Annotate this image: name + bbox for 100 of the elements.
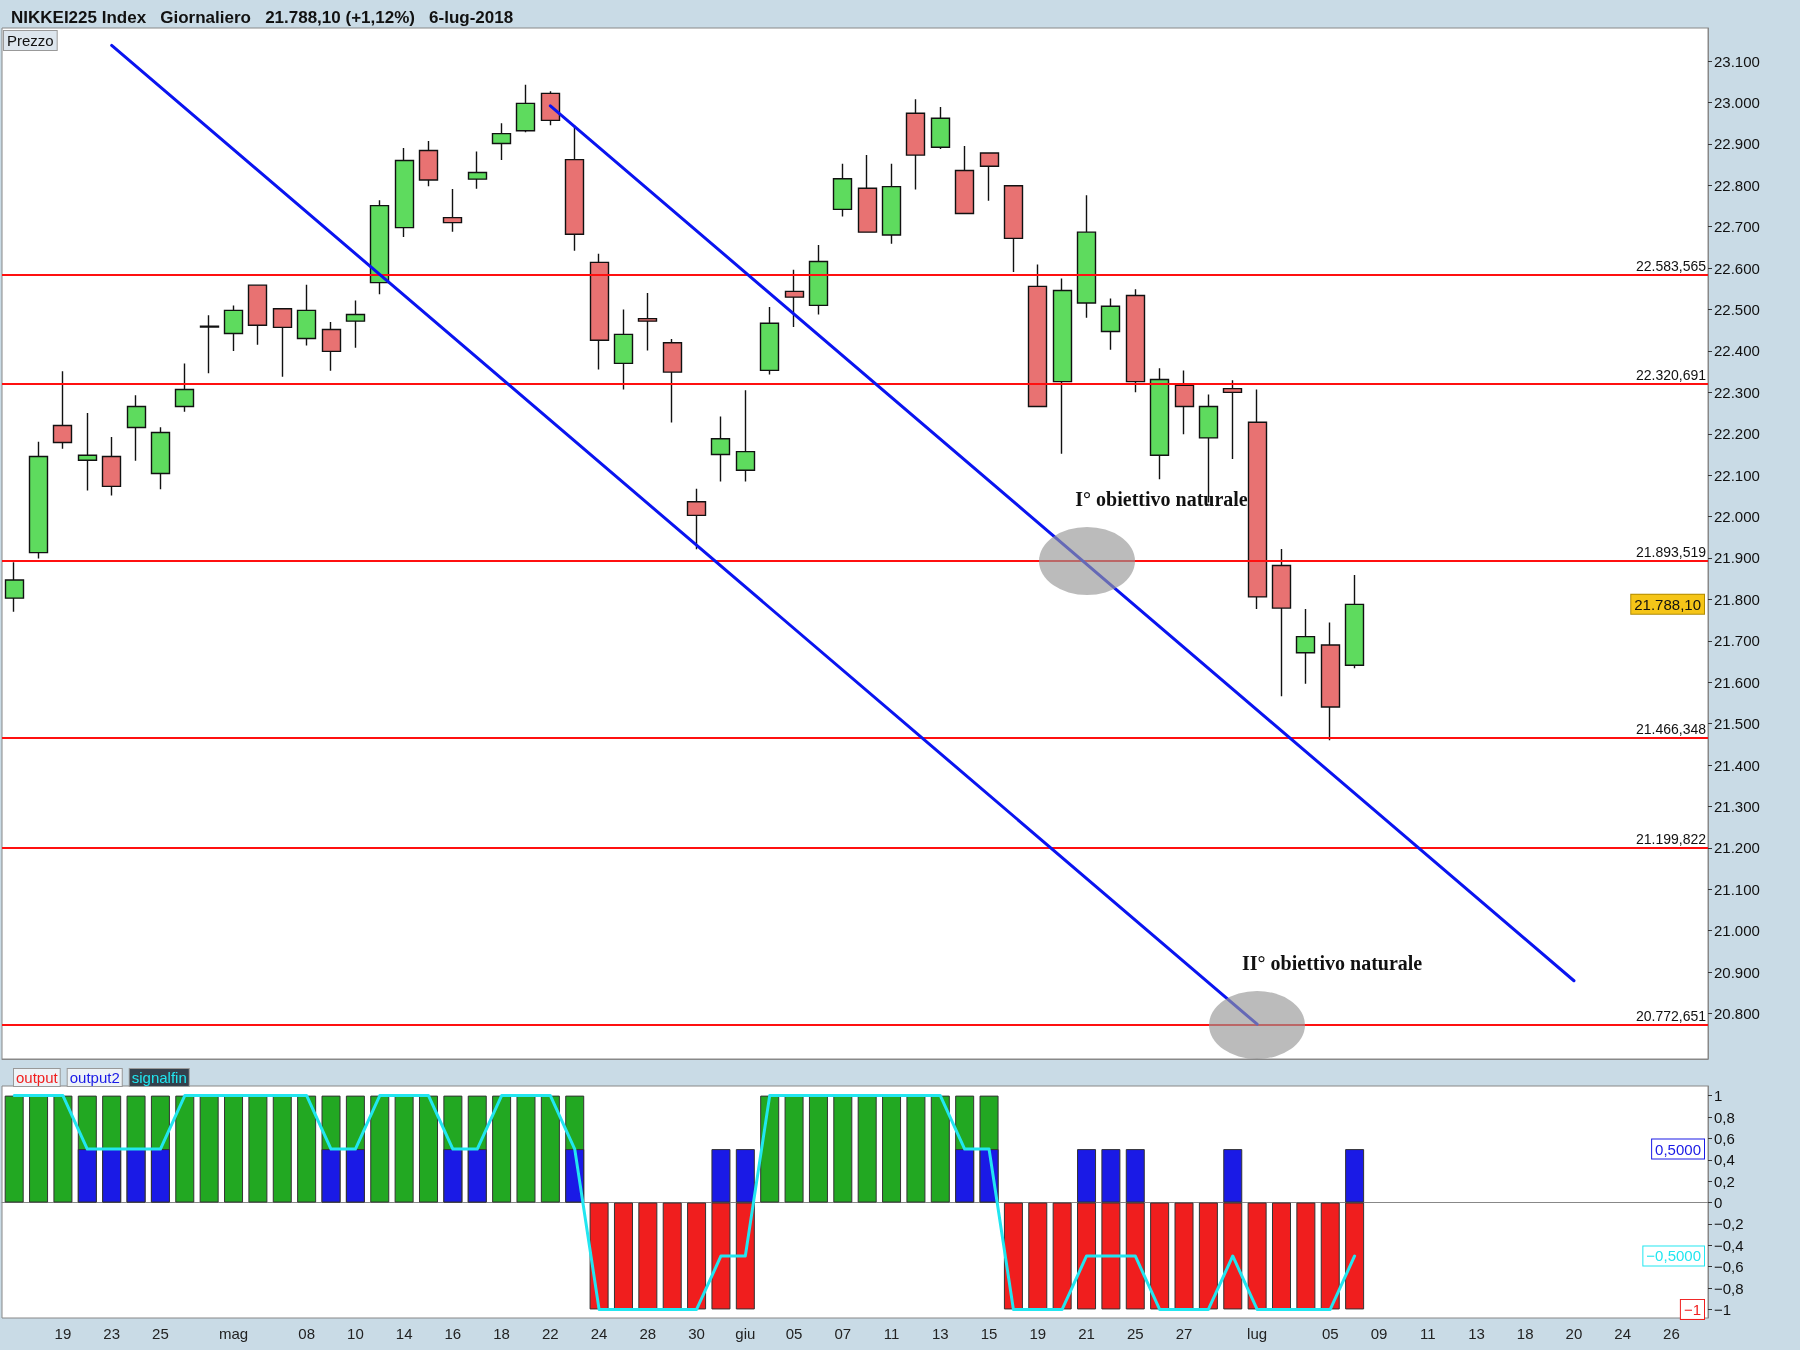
bar xyxy=(53,1095,73,1203)
candlestick xyxy=(1222,379,1243,460)
candlestick xyxy=(150,426,171,490)
x-tick-label: 21 xyxy=(1078,1325,1095,1342)
x-tick-label: 11 xyxy=(1419,1325,1436,1342)
bar xyxy=(613,1202,633,1310)
bar xyxy=(199,1095,219,1203)
x-tick-label: 25 xyxy=(1126,1325,1144,1342)
x-tick-label: 07 xyxy=(834,1325,852,1342)
y-tick-label: 22.900 xyxy=(1714,135,1760,153)
candlestick xyxy=(857,154,878,233)
candlestick xyxy=(272,308,293,378)
x-tick-label: 18 xyxy=(1516,1325,1534,1342)
ref-line-label: 21.466,348 xyxy=(1635,720,1707,737)
y-tick-label: 22.000 xyxy=(1714,508,1760,526)
y-tick-label: −1 xyxy=(1714,1300,1732,1318)
bar xyxy=(272,1095,292,1203)
x-tick-label: 25 xyxy=(152,1325,169,1342)
y-tick-label: −0,6 xyxy=(1714,1258,1744,1276)
bar xyxy=(540,1095,560,1203)
y-tick-label: 21.400 xyxy=(1714,756,1760,774)
y-tick-label: 20.800 xyxy=(1714,1004,1760,1022)
y-tick-label: 22.500 xyxy=(1714,301,1760,319)
bar xyxy=(297,1095,317,1203)
bar xyxy=(394,1095,414,1203)
candlestick xyxy=(321,321,342,372)
y-tick-label: 22.700 xyxy=(1714,218,1760,236)
candlestick xyxy=(345,299,366,349)
y-tick-label: 0,8 xyxy=(1714,1108,1735,1126)
x-tick-label: 16 xyxy=(444,1325,462,1342)
y-tick-label: 21.800 xyxy=(1714,590,1760,608)
x-tick-label: 05 xyxy=(785,1325,803,1342)
x-tick-label: giu xyxy=(735,1325,756,1342)
y-tick-label: 0,6 xyxy=(1714,1129,1735,1147)
candlestick xyxy=(1295,608,1316,685)
y-tick-label: 21.300 xyxy=(1714,797,1760,815)
y-tick-label: 22.100 xyxy=(1714,466,1760,484)
bar xyxy=(1272,1202,1291,1310)
candlestick xyxy=(930,106,951,150)
annotation: I° obiettivo naturale xyxy=(1075,487,1248,510)
bar xyxy=(1320,1202,1340,1310)
series-label: output xyxy=(16,1069,59,1086)
annotation: 21.788,10 xyxy=(1634,595,1701,613)
candlestick xyxy=(686,488,707,550)
candlestick xyxy=(4,561,25,613)
x-tick-label: 23 xyxy=(103,1325,121,1342)
x-tick-label: 05 xyxy=(1321,1325,1339,1342)
y-tick-label: 0,2 xyxy=(1714,1172,1735,1190)
candlestick xyxy=(442,188,463,233)
annotation: Prezzo xyxy=(7,32,54,49)
y-tick-label: 21.700 xyxy=(1714,632,1760,650)
bar xyxy=(589,1202,609,1310)
x-tick-label: 24 xyxy=(590,1325,608,1342)
bar xyxy=(4,1095,24,1203)
y-tick-label: 23.000 xyxy=(1714,94,1760,112)
candlestick xyxy=(1344,574,1365,669)
ref-line-label: 22.320,691 xyxy=(1635,366,1707,383)
line-series xyxy=(12,1094,1357,1311)
y-tick-label: 22.200 xyxy=(1714,425,1760,443)
y-tick-label: 21.600 xyxy=(1714,673,1760,691)
annotation: 0,5000 xyxy=(1655,1140,1701,1158)
y-tick-label: 21.500 xyxy=(1714,715,1760,733)
x-tick-label: 28 xyxy=(639,1325,657,1342)
candlestick xyxy=(808,244,829,316)
candlestick xyxy=(979,151,1000,202)
bar xyxy=(1003,1202,1023,1310)
candlestick xyxy=(77,412,98,492)
x-tick-label: 13 xyxy=(1468,1325,1485,1342)
bar xyxy=(516,1095,536,1203)
bar xyxy=(808,1095,828,1203)
bar xyxy=(1198,1202,1218,1310)
y-tick-label: 0,4 xyxy=(1714,1151,1735,1169)
x-tick-label: 20 xyxy=(1565,1325,1583,1342)
candlestick xyxy=(491,122,512,161)
candlestick xyxy=(589,252,610,371)
text: output2 xyxy=(69,1069,120,1086)
candlestick xyxy=(1174,369,1195,435)
bar xyxy=(224,1095,244,1203)
bar xyxy=(248,1095,268,1203)
bar xyxy=(882,1095,902,1203)
x-tick-label: 22 xyxy=(542,1325,559,1342)
candlestick xyxy=(174,362,195,413)
bar xyxy=(1296,1202,1316,1310)
y-tick-label: 23.100 xyxy=(1714,52,1760,70)
x-tick-label: 11 xyxy=(883,1325,900,1342)
candlestick xyxy=(28,440,49,560)
candlestick xyxy=(1320,621,1341,741)
candlestick xyxy=(905,98,926,191)
ref-line-label: 20.772,651 xyxy=(1635,1007,1707,1024)
series-label: signalfin xyxy=(131,1069,187,1086)
annotation: −1 xyxy=(1683,1300,1701,1318)
candlestick xyxy=(662,338,683,424)
x-tick-label: 30 xyxy=(688,1325,705,1342)
candlestick xyxy=(1052,277,1073,455)
candlestick xyxy=(418,140,439,187)
candlestick xyxy=(735,389,756,483)
candlestick xyxy=(832,163,853,218)
y-tick-label: −0,4 xyxy=(1714,1236,1744,1254)
candlestick xyxy=(467,150,488,190)
x-tick-label: 18 xyxy=(493,1325,510,1342)
